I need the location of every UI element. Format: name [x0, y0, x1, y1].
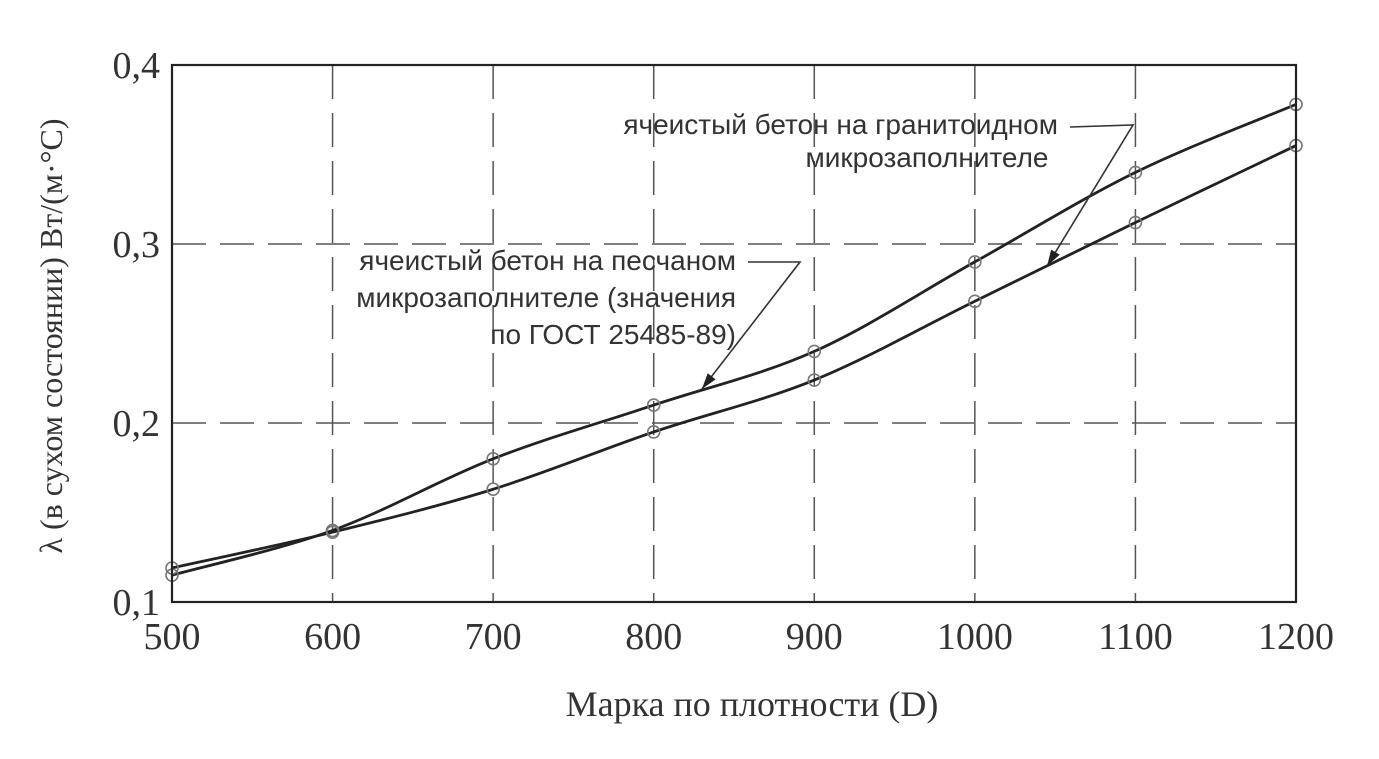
data-point-marker [646, 398, 661, 412]
data-point-marker [1128, 215, 1143, 230]
y-tick-labels: 0,1 0,2 0,3 0,4 [113, 45, 161, 624]
data-point-marker [807, 344, 822, 359]
annotations: ячеистый бетон на гранитоидноммикрозапол… [356, 109, 1135, 390]
plot-frame [170, 63, 1298, 604]
annotation-arrowhead [1047, 249, 1060, 266]
data-point-marker [807, 373, 822, 387]
x-tick-label: 600 [304, 616, 361, 658]
x-tick-labels: 500 600 700 800 900 1000 1100 1200 [144, 616, 1335, 658]
x-tick-label: 1200 [1258, 616, 1334, 658]
annotation-text-line: микрозаполнителе [805, 142, 1048, 173]
annotation-text-line: по ГОСТ 25485-89) [490, 319, 736, 350]
data-point-marker [325, 525, 340, 539]
x-tick-label: 900 [786, 616, 843, 658]
y-tick-label: 0,3 [113, 224, 161, 266]
x-tick-label: 700 [465, 616, 522, 658]
y-tick-label: 0,4 [113, 45, 161, 87]
x-tick-label: 500 [144, 616, 201, 658]
data-point-marker [486, 451, 500, 466]
annotation-text-line: ячеистый бетон на гранитоидном [623, 109, 1058, 140]
series-line-1 [171, 144, 1297, 570]
y-axis-label: λ (в сухом состоянии) Вт/(м·°С) [33, 119, 69, 554]
data-point-marker [1128, 165, 1143, 180]
series-lines [171, 103, 1297, 577]
data-point-marker [968, 294, 982, 309]
annotation-text-line: микрозаполнителе (значения [356, 282, 736, 313]
data-point-marker [486, 482, 500, 497]
x-tick-label: 800 [625, 616, 682, 658]
data-point-marker [646, 425, 661, 439]
annotation-0: ячеистый бетон на гранитоидноммикрозапол… [623, 109, 1135, 267]
y-tick-label: 0,1 [113, 582, 161, 624]
y-tick-label: 0,2 [113, 403, 161, 445]
annotation-arrowhead [701, 373, 716, 389]
series-line-0 [171, 103, 1297, 577]
annotation-text-line: ячеистый бетон на песчаном [359, 245, 736, 276]
x-tick-label: 1000 [937, 616, 1013, 658]
data-point-marker [968, 255, 982, 269]
x-axis-label: Марка по плотности (D) [566, 684, 939, 724]
annotation-leader-line [1046, 124, 1135, 267]
grid-lines [172, 65, 1296, 602]
annotation-leader-line [701, 261, 802, 390]
annotation-1: ячеистый бетон на песчаном микрозаполните… [356, 245, 802, 390]
x-tick-label: 1100 [1098, 616, 1173, 658]
